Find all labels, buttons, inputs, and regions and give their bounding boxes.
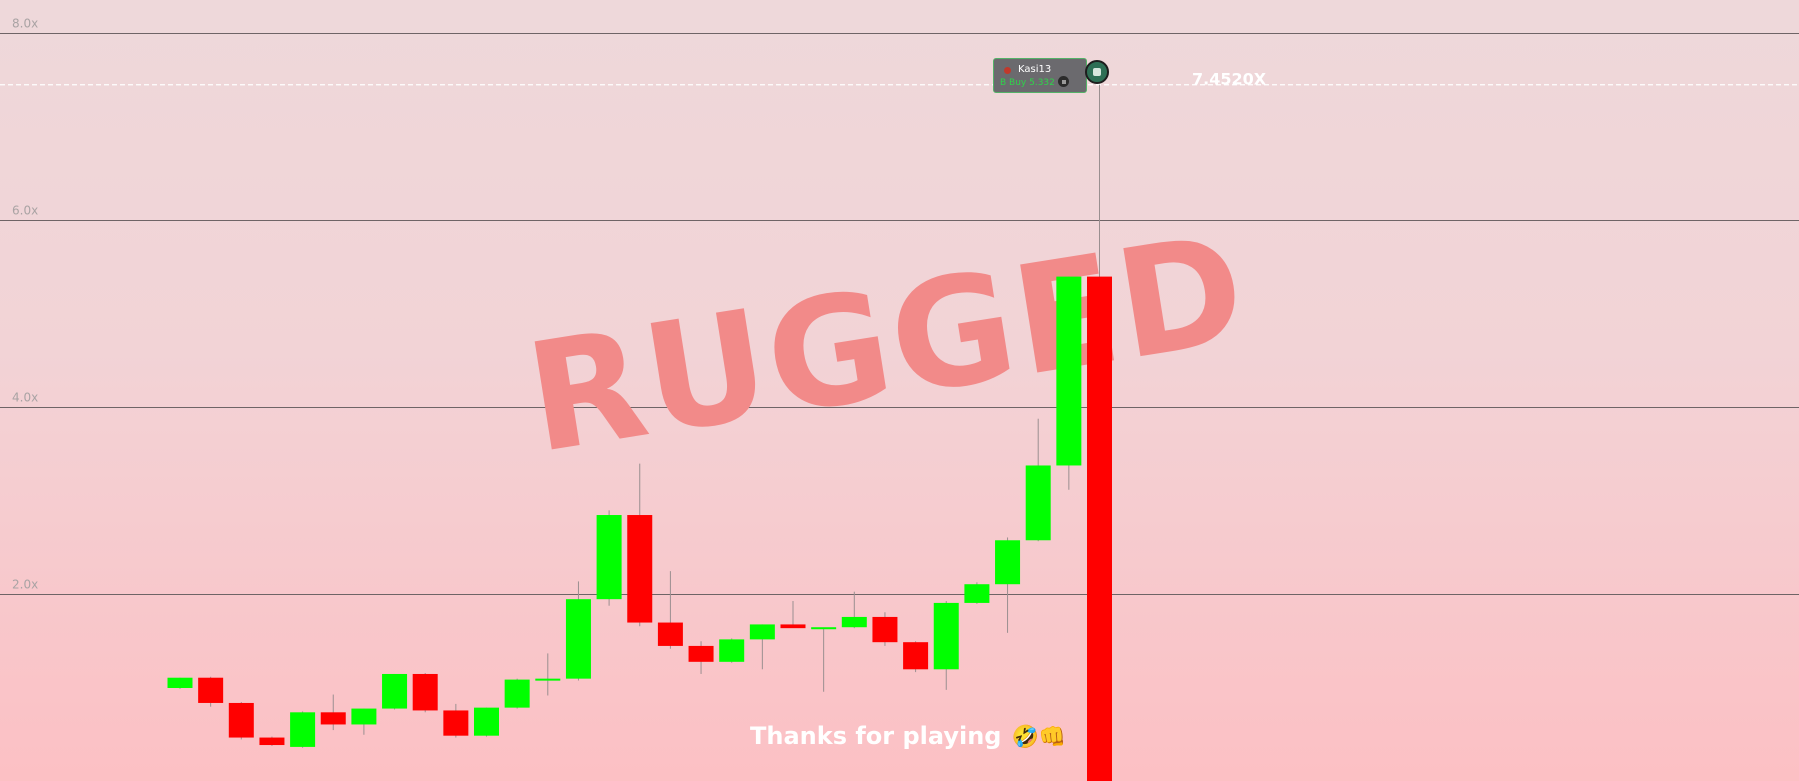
candle xyxy=(535,653,561,696)
candle xyxy=(780,601,806,629)
candle-body-down xyxy=(657,622,683,646)
player-rank-icon xyxy=(1004,67,1011,74)
candle xyxy=(290,711,316,748)
player-avatar-marker[interactable] xyxy=(1085,60,1109,84)
candle xyxy=(382,673,408,710)
grid-lines xyxy=(0,33,1799,595)
y-axis-labels: 2.0x 4.0x 6.0x 8.0x xyxy=(12,17,38,592)
candle xyxy=(1025,418,1051,542)
y-tick-label-8: 8.0x xyxy=(12,17,38,31)
candle-body-down xyxy=(228,702,254,738)
candle xyxy=(228,702,254,740)
candle-body-up xyxy=(474,707,499,736)
candle-body-up xyxy=(719,639,745,662)
candle-body-down xyxy=(1087,276,1112,781)
stop-icon[interactable] xyxy=(1058,76,1069,87)
candle xyxy=(1056,276,1082,490)
candle-body-down xyxy=(627,515,653,623)
candle xyxy=(933,601,959,690)
player-name: Kasi13 xyxy=(1018,64,1052,75)
laugh-fist-emoji-icon: 🤣👊 xyxy=(1011,725,1067,750)
candle-body-down xyxy=(780,624,806,629)
peak-value-label: 7.4520X xyxy=(1192,70,1267,89)
thanks-message: Thanks for playing 🤣👊 xyxy=(750,722,1066,750)
candle xyxy=(198,676,224,707)
candle xyxy=(504,678,530,709)
candle-body-up xyxy=(964,584,990,603)
player-trade-tooltip[interactable]: Kasi13 B Buy 5.332 xyxy=(993,58,1087,93)
candle xyxy=(964,582,990,604)
candle xyxy=(1087,84,1112,781)
candle-body-down xyxy=(688,645,714,662)
rugged-overlay-text: RUGGED xyxy=(517,202,1258,487)
y-tick-label-6: 6.0x xyxy=(12,204,38,218)
candle-body-up xyxy=(596,515,622,600)
candle-body-up xyxy=(1056,276,1082,466)
candle xyxy=(872,612,898,646)
candle-body-down xyxy=(443,710,469,736)
candle xyxy=(811,627,837,692)
y-tick-label-4: 4.0x xyxy=(12,391,38,405)
candle-body-up xyxy=(565,599,591,679)
candle xyxy=(443,703,469,738)
candle xyxy=(320,694,346,731)
thanks-text: Thanks for playing xyxy=(750,722,1002,750)
candle xyxy=(719,638,745,663)
candle-body-up xyxy=(811,627,837,630)
candle-body-up xyxy=(351,708,377,725)
candle xyxy=(657,571,683,649)
candle xyxy=(167,677,193,689)
candle xyxy=(412,673,438,713)
candle-body-down xyxy=(903,642,929,670)
candle-body-up xyxy=(1025,465,1051,541)
candle xyxy=(995,537,1021,633)
candle-body-up xyxy=(933,602,959,670)
candle-body-up xyxy=(290,712,316,747)
candle-body-down xyxy=(259,737,285,746)
candle xyxy=(351,708,377,735)
candle xyxy=(259,736,285,746)
candle-body-up xyxy=(749,624,775,640)
candle-body-up xyxy=(382,673,408,709)
candle-body-down xyxy=(320,712,346,725)
candle-body-up xyxy=(841,616,867,628)
candle xyxy=(903,641,929,673)
candle xyxy=(688,641,714,674)
candle-body-up xyxy=(995,540,1021,585)
candle xyxy=(596,510,622,606)
candle-body-down xyxy=(198,677,224,703)
candle xyxy=(627,463,653,627)
candles xyxy=(167,84,1112,781)
candle-body-up xyxy=(535,678,561,681)
candle xyxy=(749,624,775,670)
candle-body-down xyxy=(872,616,898,643)
candle-body-up xyxy=(167,677,193,688)
candle xyxy=(474,707,499,737)
peak-marker: 7.4520X xyxy=(0,70,1799,89)
candle-body-up xyxy=(504,679,530,708)
candle xyxy=(565,581,591,681)
y-tick-label-2: 2.0x xyxy=(12,578,38,592)
player-trade-text: B Buy 5.332 xyxy=(1000,78,1055,88)
candle-body-down xyxy=(412,673,438,711)
candle xyxy=(841,591,867,629)
